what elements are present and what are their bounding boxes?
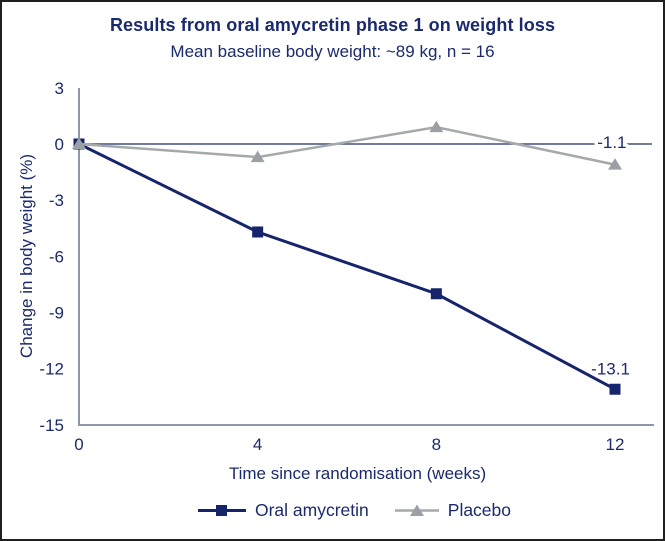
chart-subtitle: Mean baseline body weight: ~89 kg, n = 1… bbox=[170, 42, 495, 61]
data-point-square-oral-amycretin bbox=[609, 383, 621, 395]
x-tick-label: 4 bbox=[253, 435, 262, 454]
data-point-square-oral-amycretin bbox=[430, 288, 442, 300]
chart-plot: 3 0 -3 -6 -9 -12 -15 0 4 8 12 -1.1 -13.1 bbox=[39, 79, 654, 454]
data-point-triangle-placebo bbox=[250, 150, 265, 163]
y-axis-title: Change in body weight (%) bbox=[17, 153, 36, 359]
data-point-triangle-placebo bbox=[429, 120, 444, 133]
legend: Oral amycretin Placebo bbox=[24, 500, 663, 521]
data-label: -1.1 bbox=[597, 133, 626, 152]
x-tick-label: 8 bbox=[432, 435, 441, 454]
y-tick-label: -15 bbox=[39, 416, 64, 435]
data-label: -13.1 bbox=[591, 360, 630, 379]
square-marker-icon bbox=[197, 505, 246, 516]
plot-area: 3 0 -3 -6 -9 -12 -15 0 4 8 12 -1.1 -13.1 Change in b… bbox=[2, 64, 663, 462]
data-point-triangle-placebo bbox=[608, 158, 622, 170]
series-line-oral-amycretin bbox=[78, 142, 616, 391]
data-point-triangle-placebo bbox=[72, 137, 86, 149]
y-tick-label: -3 bbox=[49, 191, 64, 210]
data-point-square-oral-amycretin bbox=[252, 226, 264, 238]
series-line-placebo bbox=[78, 125, 616, 166]
legend-label-oral-amycretin: Oral amycretin bbox=[254, 500, 369, 520]
legend-item-placebo: Placebo bbox=[394, 500, 512, 521]
y-tick-label: -12 bbox=[39, 360, 64, 379]
triangle-marker-icon bbox=[394, 504, 439, 516]
y-tick-label: -9 bbox=[49, 303, 64, 322]
x-tick-label: 12 bbox=[606, 435, 625, 454]
legend-label-placebo: Placebo bbox=[447, 500, 512, 520]
x-tick-label: 0 bbox=[74, 435, 83, 454]
y-tick-label: 0 bbox=[55, 135, 64, 154]
legend-item-oral-amycretin: Oral amycretin bbox=[197, 500, 369, 521]
x-axis-title: Time since randomisation (weeks) bbox=[228, 464, 487, 483]
y-tick-label: 3 bbox=[55, 79, 64, 98]
chart-title: Results from oral amycretin phase 1 on w… bbox=[109, 15, 556, 35]
y-tick-label: -6 bbox=[49, 247, 64, 266]
